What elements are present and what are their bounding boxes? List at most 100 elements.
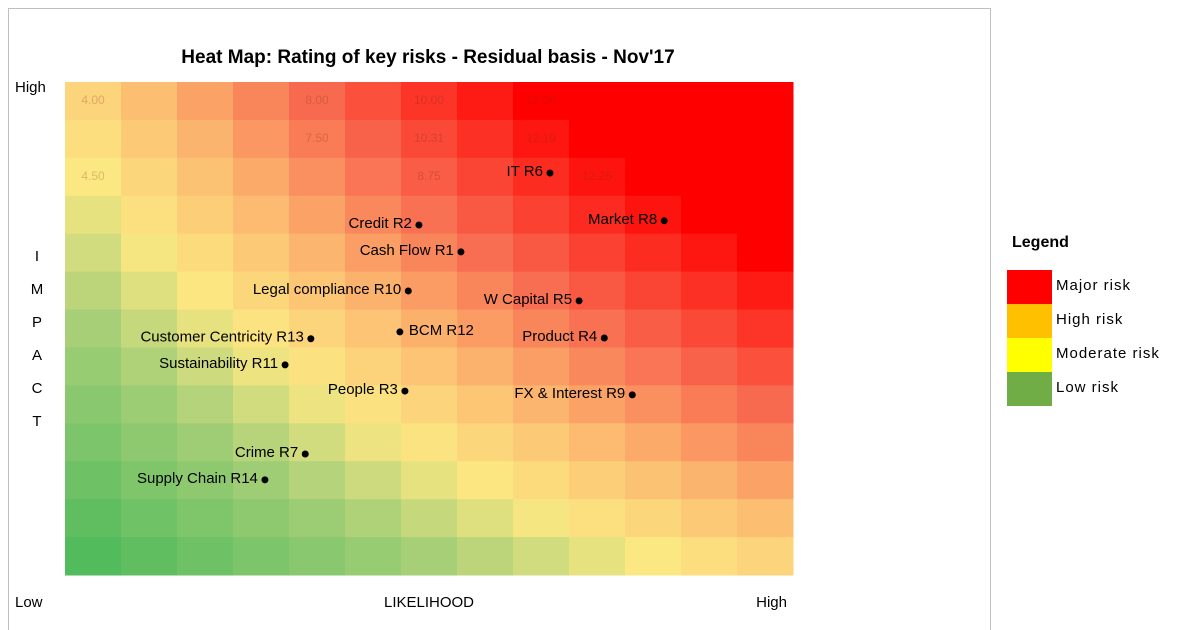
risk-point bbox=[404, 287, 412, 295]
risk-label: Customer Centricity R13 bbox=[140, 329, 303, 346]
heat-cell bbox=[345, 347, 402, 386]
risk-label: Crime R7 bbox=[235, 444, 298, 461]
heat-cell bbox=[681, 271, 738, 311]
heat-cell bbox=[121, 119, 178, 159]
heat-cell bbox=[233, 461, 290, 500]
heat-cell bbox=[121, 157, 178, 197]
heat-cell bbox=[625, 461, 682, 500]
heat-cell bbox=[737, 385, 794, 424]
heat-cell bbox=[177, 537, 234, 576]
risk-label: Product R4 bbox=[522, 328, 597, 345]
heat-cell bbox=[737, 233, 794, 273]
risk-label: Sustainability R11 bbox=[159, 355, 278, 372]
heat-cell bbox=[513, 82, 570, 121]
heat-cell bbox=[625, 385, 682, 424]
heat-cell bbox=[65, 499, 122, 538]
heat-cell bbox=[233, 499, 290, 538]
heat-cell bbox=[569, 461, 626, 500]
risk-label: Cash Flow R1 bbox=[360, 242, 454, 259]
heat-cell bbox=[345, 385, 402, 424]
heat-cell bbox=[401, 195, 458, 235]
heat-cell bbox=[289, 423, 346, 462]
cell-label: 4.00 bbox=[81, 93, 105, 107]
heat-cell bbox=[121, 271, 178, 311]
chart-title: Heat Map: Rating of key risks - Residual… bbox=[181, 47, 674, 68]
heat-cell bbox=[345, 195, 402, 235]
x-tick-label: High bbox=[756, 594, 787, 611]
heat-cell bbox=[401, 347, 458, 386]
heat-cell bbox=[569, 537, 626, 576]
risk-point bbox=[575, 297, 583, 305]
risk-point bbox=[600, 334, 608, 342]
heat-cell bbox=[289, 271, 346, 311]
heat-cell bbox=[401, 82, 458, 121]
heat-cell bbox=[569, 82, 626, 121]
heat-cell bbox=[681, 423, 738, 462]
heat-cell bbox=[625, 537, 682, 576]
heat-cell bbox=[681, 309, 738, 348]
heat-cell bbox=[345, 537, 402, 576]
heat-cell bbox=[625, 195, 682, 235]
risk-point bbox=[307, 335, 315, 343]
heat-cell bbox=[345, 309, 402, 348]
risk-point bbox=[396, 328, 404, 336]
cell-label: 12.00 bbox=[526, 93, 556, 107]
heat-cell bbox=[289, 461, 346, 500]
heat-cell bbox=[625, 499, 682, 538]
risk-label: W Capital R5 bbox=[484, 291, 572, 308]
heat-cell bbox=[681, 233, 738, 273]
legend-swatch bbox=[1007, 372, 1052, 406]
legend-swatch bbox=[1007, 338, 1052, 372]
risk-label: Legal compliance R10 bbox=[253, 281, 401, 298]
heat-cell bbox=[65, 347, 122, 386]
heat-cell bbox=[289, 119, 346, 159]
heat-cell bbox=[737, 309, 794, 348]
cell-label: 12.19 bbox=[526, 131, 556, 145]
heat-cell bbox=[625, 82, 682, 121]
heat-cell bbox=[121, 423, 178, 462]
heat-cell bbox=[737, 347, 794, 386]
legend-label: High risk bbox=[1056, 311, 1123, 328]
heat-cell bbox=[121, 385, 178, 424]
heat-cell bbox=[457, 537, 514, 576]
heat-cell bbox=[569, 423, 626, 462]
cell-label: 4.50 bbox=[81, 169, 105, 183]
heat-cell bbox=[401, 461, 458, 500]
heat-cell bbox=[233, 82, 290, 121]
heat-cell bbox=[401, 309, 458, 348]
risk-point bbox=[628, 391, 636, 399]
heat-cell bbox=[681, 385, 738, 424]
heat-cell bbox=[401, 233, 458, 273]
heat-cell bbox=[65, 271, 122, 311]
heat-cell bbox=[177, 119, 234, 159]
heat-cell bbox=[625, 271, 682, 311]
y-tick-label: High bbox=[15, 79, 46, 96]
heat-cell bbox=[569, 157, 626, 197]
heat-cell bbox=[65, 423, 122, 462]
legend-title: Legend bbox=[1012, 234, 1069, 251]
heat-cell bbox=[401, 385, 458, 424]
heat-cell bbox=[289, 385, 346, 424]
heat-cell bbox=[457, 309, 514, 348]
heat-cell bbox=[233, 195, 290, 235]
risk-point bbox=[401, 387, 409, 395]
heat-cell bbox=[121, 233, 178, 273]
heat-cell bbox=[345, 157, 402, 197]
heat-cell bbox=[737, 461, 794, 500]
heat-cell bbox=[625, 347, 682, 386]
heat-cell bbox=[289, 233, 346, 273]
cell-label: 12.25 bbox=[582, 169, 612, 183]
heat-cell bbox=[513, 195, 570, 235]
heat-cell bbox=[513, 423, 570, 462]
chart-frame bbox=[8, 8, 991, 630]
heat-cell bbox=[513, 499, 570, 538]
legend-swatch bbox=[1007, 304, 1052, 338]
heat-cell bbox=[289, 157, 346, 197]
heat-cell bbox=[569, 271, 626, 311]
heat-cell bbox=[513, 537, 570, 576]
heat-cell bbox=[233, 347, 290, 386]
heat-cell bbox=[177, 195, 234, 235]
heat-cell bbox=[345, 461, 402, 500]
heat-cell bbox=[457, 461, 514, 500]
heat-cell bbox=[513, 233, 570, 273]
